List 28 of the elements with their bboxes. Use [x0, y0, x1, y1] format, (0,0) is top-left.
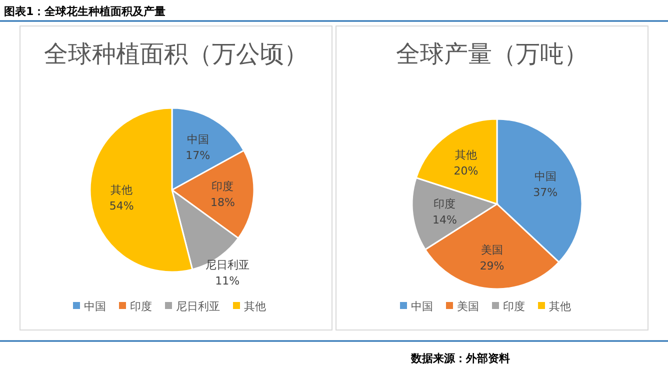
legend-label: 中国: [411, 300, 433, 313]
legend-label: 美国: [457, 300, 479, 313]
legend-label: 印度: [503, 300, 525, 313]
data-label: 20%: [454, 164, 478, 178]
legend-label: 其他: [549, 300, 571, 313]
data-label: 14%: [432, 214, 457, 227]
legend-label: 其他: [244, 300, 266, 313]
slice-label: 中国: [534, 170, 556, 184]
slice-label: 美国: [481, 243, 504, 256]
slice-label: 印度: [212, 180, 234, 194]
data-label: 54%: [109, 199, 134, 212]
data-label: 37%: [533, 186, 558, 200]
data-label: 11%: [215, 274, 240, 288]
data-label: 17%: [186, 149, 210, 162]
legend-label: 中国: [84, 300, 106, 313]
slice-label: 中国: [186, 133, 209, 146]
data-label: 29%: [480, 259, 504, 272]
slice-label: 其他: [455, 148, 478, 162]
chart-title: 全球产量（万吨）: [396, 40, 588, 68]
legend-label: 印度: [130, 300, 152, 313]
slice-label: 印度: [434, 198, 456, 211]
data-label: 18%: [210, 196, 235, 210]
source-note: 数据来源：外部资料: [410, 352, 510, 365]
text: 图表1：全球花生种植面积及产量: [4, 5, 166, 18]
chart-title: 全球种植面积（万公顷）: [44, 40, 308, 68]
legend-label: 尼日利亚: [176, 300, 220, 313]
slice-label: 其他: [110, 183, 133, 196]
slice-label: 尼日利亚: [205, 258, 250, 272]
